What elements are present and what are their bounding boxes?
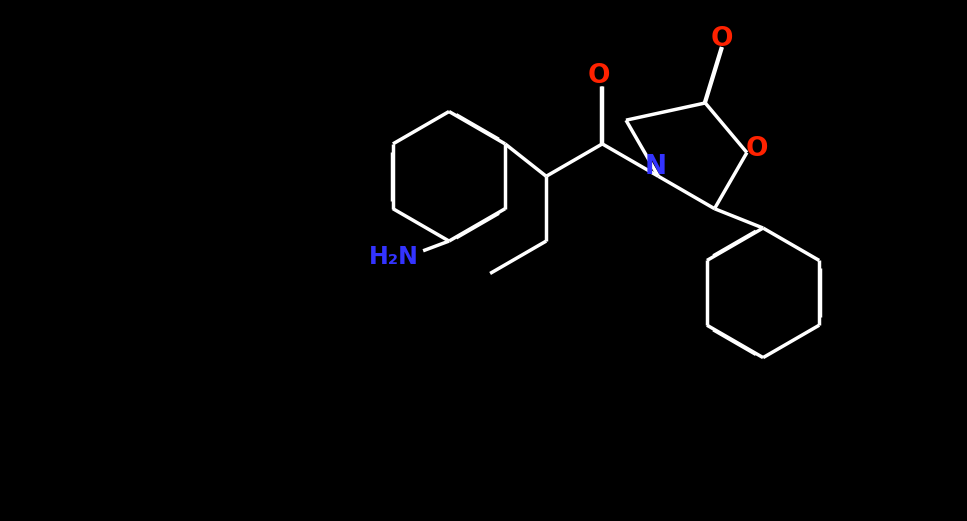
Text: O: O [746,137,768,163]
Text: N: N [644,154,666,180]
Text: O: O [711,27,734,53]
Text: O: O [588,63,610,89]
Text: H₂N: H₂N [369,245,419,269]
